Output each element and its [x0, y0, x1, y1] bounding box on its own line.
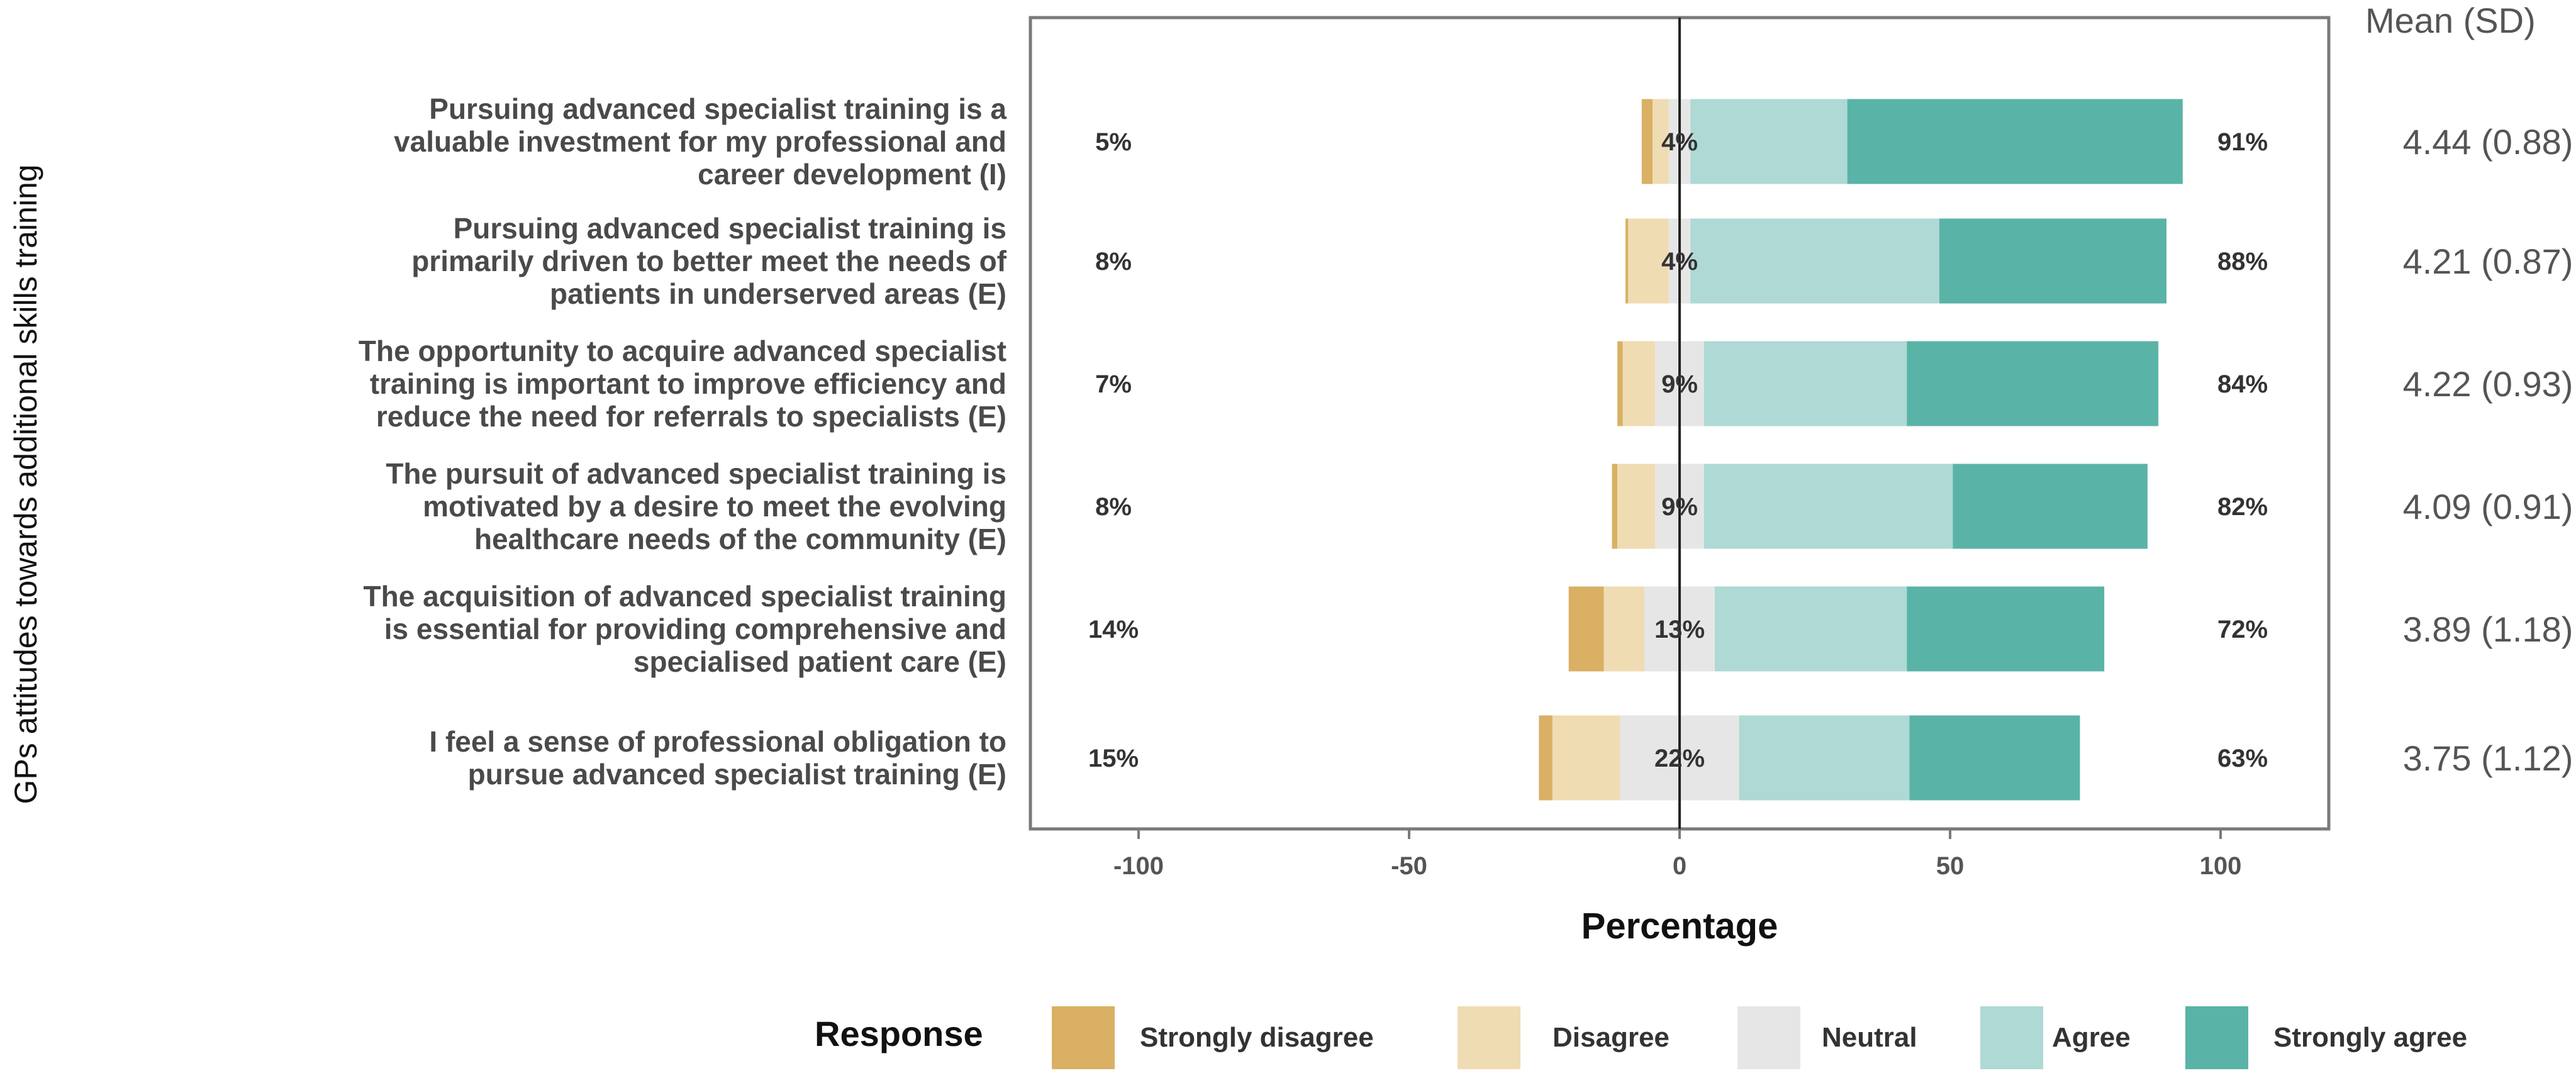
bar-disagree-3: [1622, 341, 1656, 426]
neutral-pct-label: 9%: [1661, 493, 1698, 521]
legend-swatch-strongly-agree: [2185, 1006, 2248, 1069]
item-label-line: I feel a sense of professional obligatio…: [429, 725, 1006, 758]
percentage-labels: 5% 4% 91% 8% 4% 88% 7% 9% 84% 8% 9% 82% 14% 13% 72% 15%…: [1088, 128, 2268, 772]
agree-pct-label: 84%: [2217, 370, 2268, 398]
y-axis-title: GPs attitudes towards additional skills …: [8, 164, 43, 804]
bar-strongly-disagree-3: [1617, 341, 1623, 426]
bar-strongly-disagree-4: [1612, 464, 1618, 549]
legend-label-agree: Agree: [2052, 1022, 2131, 1053]
bar-agree-2: [1690, 218, 1939, 304]
legend-label-strongly-agree: Strongly agree: [2273, 1022, 2467, 1053]
mean-sd-label: 4.44 (0.88): [2403, 122, 2573, 162]
bar-disagree-6: [1552, 715, 1620, 801]
item-label-line: motivated by a desire to meet the evolvi…: [423, 490, 1006, 523]
x-tick-label: 50: [1936, 852, 1965, 880]
mean-sd-label: 4.09 (0.91): [2403, 487, 2573, 526]
bar-disagree-2: [1628, 218, 1669, 304]
bar-strongly-disagree-1: [1641, 99, 1653, 184]
legend-swatch-neutral: [1737, 1006, 1800, 1069]
bar-agree-5: [1714, 586, 1907, 672]
bar-agree-4: [1703, 464, 1953, 549]
item-label-line: training is important to improve efficie…: [370, 367, 1006, 400]
x-axis-title: Percentage: [1581, 906, 1778, 947]
item-label-line: patients in underserved areas (E): [550, 277, 1006, 310]
item-label-line: pursue advanced specialist training (E): [468, 758, 1006, 791]
legend: Response Strongly disagree Disagree Neutra…: [815, 1006, 2467, 1069]
bar-strongly-agree-3: [1907, 341, 2159, 426]
agree-pct-label: 88%: [2217, 248, 2268, 275]
item-label-line: healthcare needs of the community (E): [474, 523, 1006, 555]
bar-disagree-5: [1603, 586, 1645, 672]
item-labels: Pursuing advanced specialist training is…: [359, 92, 1007, 791]
agree-pct-label: 63%: [2217, 745, 2268, 772]
bar-strongly-agree-4: [1953, 464, 2148, 549]
x-axis: -100 -50 0 50 100: [1113, 829, 2241, 880]
item-label-line: reduce the need for referrals to special…: [376, 400, 1006, 433]
legend-swatch-strongly-disagree: [1052, 1006, 1115, 1069]
bar-strongly-disagree-2: [1625, 218, 1629, 304]
disagree-pct-label: 15%: [1088, 745, 1139, 772]
bar-strongly-disagree-5: [1568, 586, 1604, 672]
item-label-line: Pursuing advanced specialist training is: [454, 212, 1006, 245]
item-label-line: valuable investment for my professional …: [394, 125, 1006, 158]
mean-sd-label: 4.22 (0.93): [2403, 364, 2573, 404]
item-label-line: The opportunity to acquire advanced spec…: [359, 335, 1006, 367]
disagree-pct-label: 7%: [1095, 370, 1132, 398]
x-tick-label: 100: [2200, 852, 2242, 880]
bar-disagree-4: [1617, 464, 1656, 549]
legend-title: Response: [815, 1014, 983, 1053]
mean-sd-label: 4.21 (0.87): [2403, 242, 2573, 281]
x-tick-label: -100: [1113, 852, 1164, 880]
bar-agree-6: [1739, 715, 1910, 801]
item-label-line: primarily driven to better meet the need…: [411, 245, 1006, 277]
legend-label-strongly-disagree: Strongly disagree: [1140, 1022, 1374, 1053]
agree-pct-label: 91%: [2217, 128, 2268, 156]
x-tick-label: 0: [1673, 852, 1687, 880]
agree-pct-label: 72%: [2217, 616, 2268, 643]
disagree-pct-label: 8%: [1095, 248, 1132, 275]
legend-swatch-agree: [1980, 1006, 2043, 1069]
bar-disagree-1: [1653, 99, 1669, 184]
bar-strongly-agree-6: [1909, 715, 2080, 801]
bar-strongly-agree-5: [1907, 586, 2105, 672]
neutral-pct-label: 13%: [1654, 616, 1705, 643]
legend-label-neutral: Neutral: [1822, 1022, 1917, 1053]
neutral-pct-label: 9%: [1661, 370, 1698, 398]
mean-sd-label: 3.75 (1.12): [2403, 738, 2573, 778]
item-label-line: career development (I): [698, 158, 1006, 191]
bar-agree-3: [1703, 341, 1907, 426]
neutral-pct-label: 4%: [1661, 128, 1698, 156]
item-label-line: The acquisition of advanced specialist t…: [364, 580, 1006, 613]
item-label-line: specialised patient care (E): [633, 645, 1006, 678]
legend-swatch-disagree: [1458, 1006, 1520, 1069]
legend-label-disagree: Disagree: [1553, 1022, 1670, 1053]
disagree-pct-label: 8%: [1095, 493, 1132, 521]
bar-agree-1: [1690, 99, 1848, 184]
bar-strongly-agree-2: [1939, 218, 2166, 304]
disagree-pct-label: 14%: [1088, 616, 1139, 643]
item-label-line: Pursuing advanced specialist training is…: [429, 92, 1006, 125]
item-label-line: is essential for providing comprehensive…: [384, 613, 1006, 645]
mean-sd-label: 3.89 (1.18): [2403, 609, 2573, 649]
item-label-line: The pursuit of advanced specialist train…: [386, 457, 1006, 490]
mean-header: Mean (SD): [2365, 1, 2536, 40]
mean-labels: 4.44 (0.88) 4.21 (0.87) 4.22 (0.93) 4.09 (0…: [2403, 122, 2573, 778]
disagree-pct-label: 5%: [1095, 128, 1132, 156]
x-tick-label: -50: [1391, 852, 1427, 880]
neutral-pct-label: 4%: [1661, 248, 1698, 275]
bar-strongly-agree-1: [1847, 99, 2183, 184]
agree-pct-label: 82%: [2217, 493, 2268, 521]
bar-strongly-disagree-6: [1539, 715, 1553, 801]
neutral-pct-label: 22%: [1654, 745, 1705, 772]
